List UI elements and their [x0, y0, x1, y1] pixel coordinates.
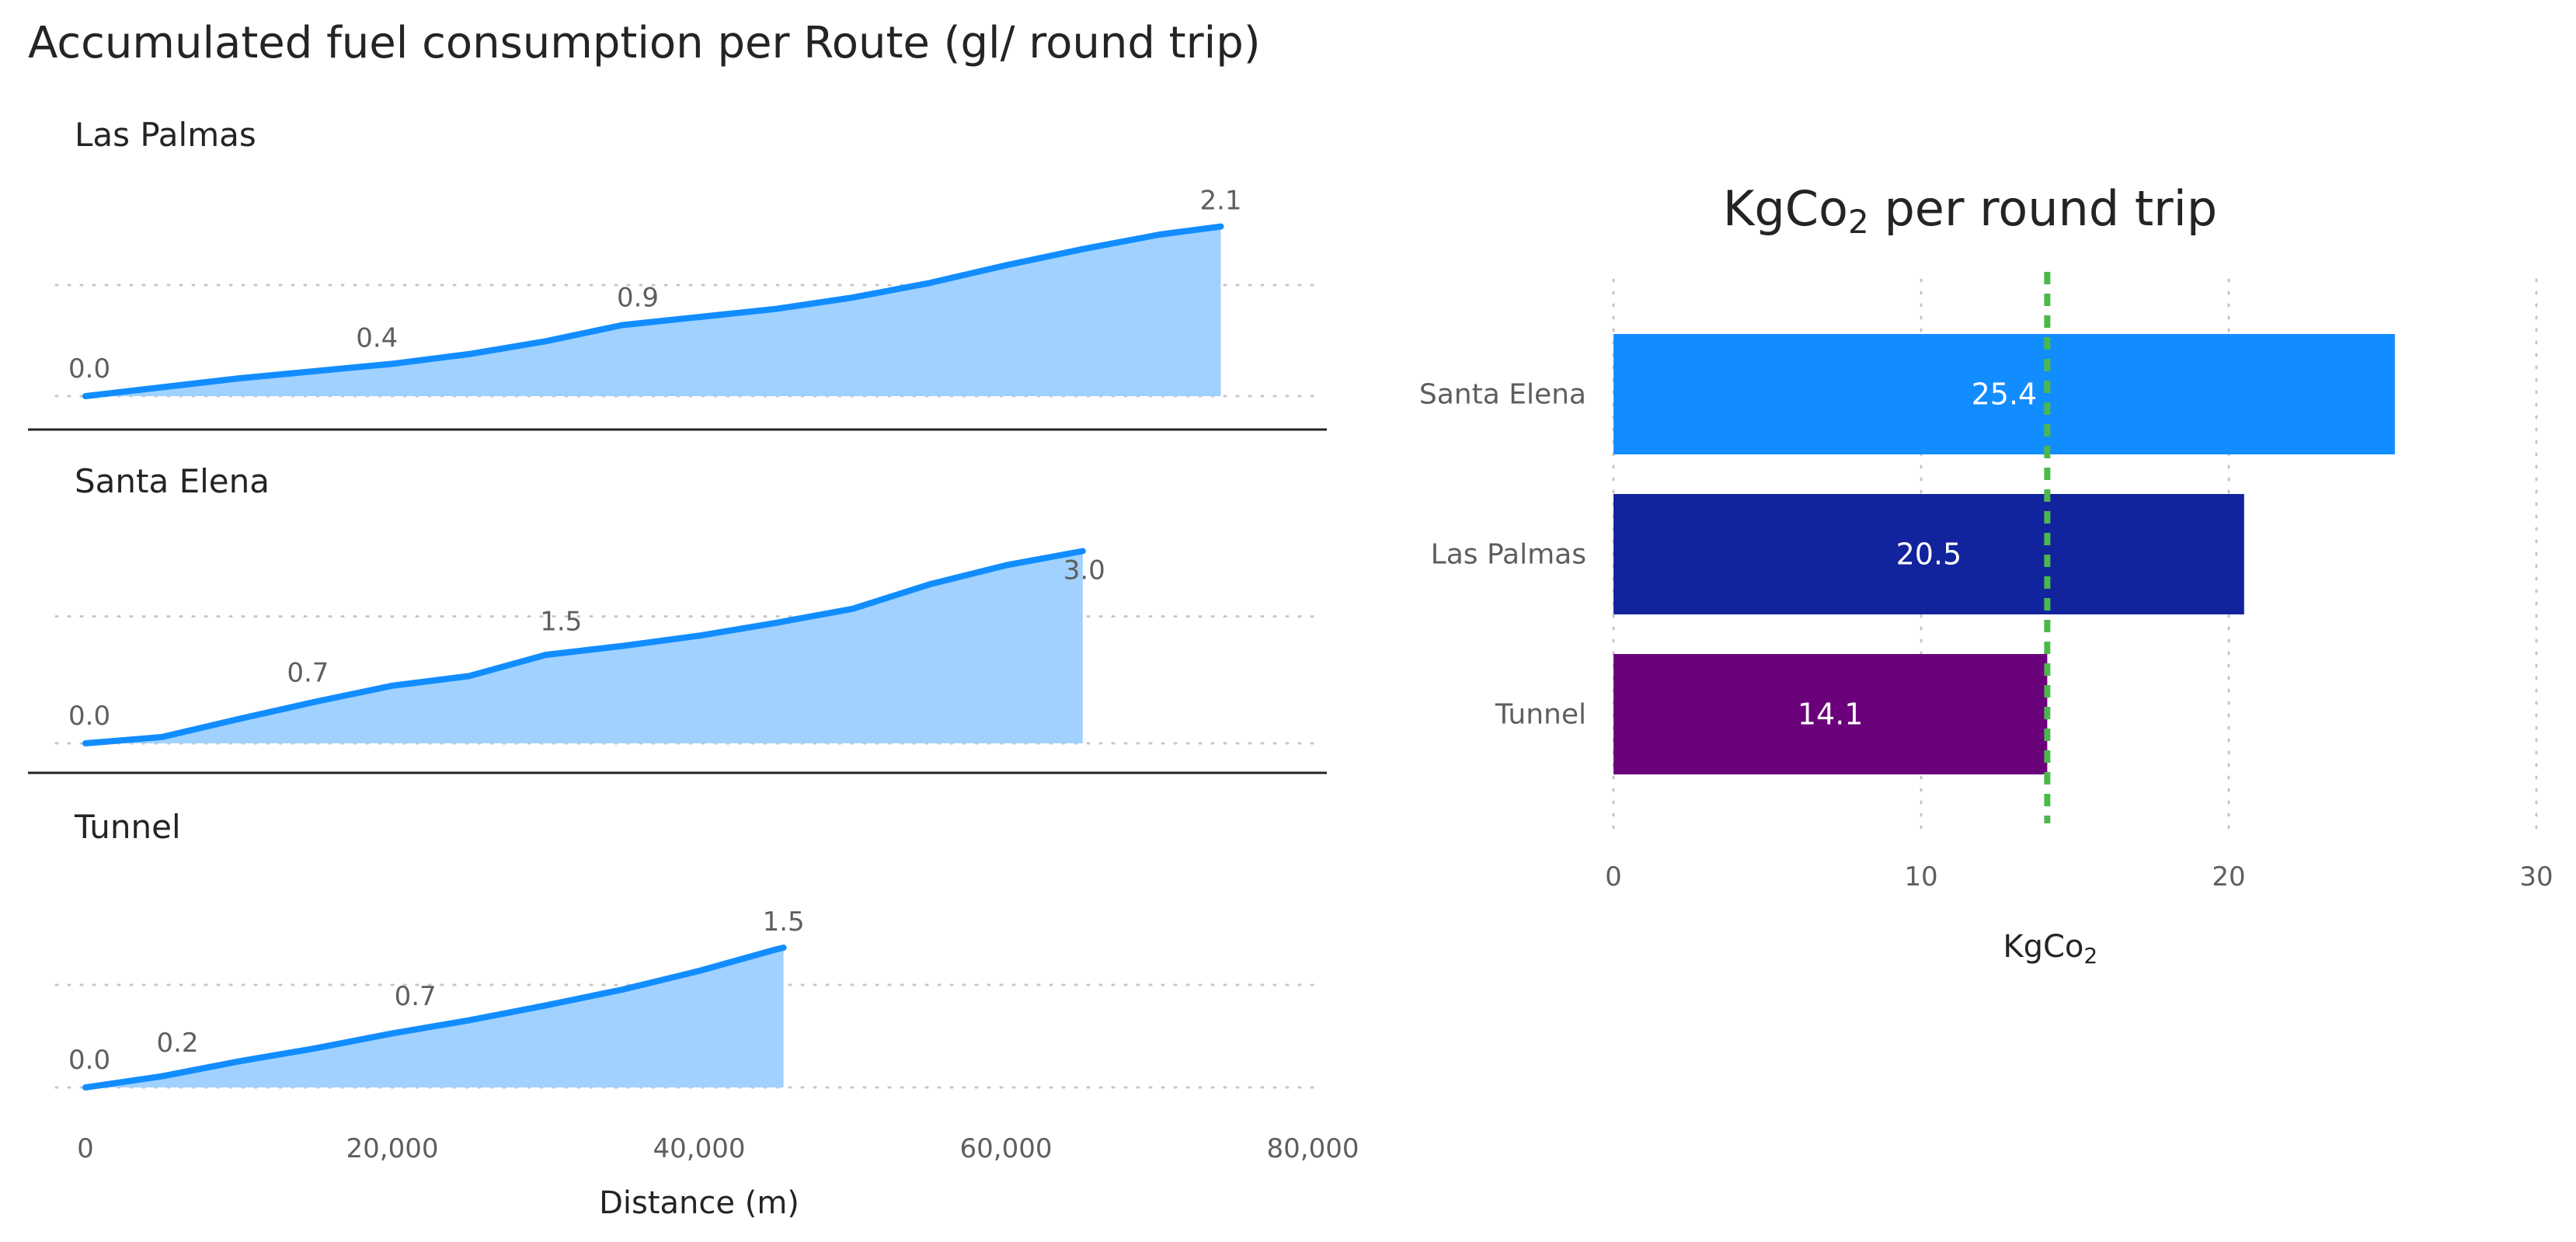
axis-title-main: KgCo: [2003, 929, 2083, 965]
bar-value-label: 20.5: [1896, 538, 1962, 572]
data-label: 0.4: [356, 322, 398, 353]
x-tick-label: 0: [1605, 861, 1622, 892]
data-label: 0.0: [68, 701, 110, 732]
data-label: 0.2: [156, 1028, 198, 1059]
bar: [1613, 654, 2048, 774]
x-tick-label: 40,000: [653, 1133, 746, 1164]
data-label: 1.5: [763, 906, 805, 938]
bar-chart-title: KgCo2 per round trip: [1723, 180, 2218, 241]
category-label: Santa Elena: [1419, 379, 1586, 411]
data-label: 0.9: [617, 282, 659, 313]
bar-title-sub: 2: [1848, 203, 1869, 241]
panel-title: Tunnel: [74, 808, 181, 846]
category-label: Las Palmas: [1431, 539, 1586, 571]
bar-value-label: 14.1: [1798, 698, 1864, 732]
x-tick-label: 60,000: [960, 1133, 1053, 1164]
category-label: Tunnel: [1495, 699, 1586, 731]
x-tick-label: 20: [2212, 861, 2245, 892]
x-axis-title: Distance (m): [599, 1185, 799, 1221]
data-label: 3.0: [1063, 555, 1105, 586]
chart-title: Accumulated fuel consumption per Route (…: [28, 18, 1261, 68]
panel-title: Las Palmas: [75, 116, 256, 154]
panel-title: Santa Elena: [75, 462, 270, 500]
x-tick-label: 30: [2519, 861, 2553, 892]
data-label: 1.5: [540, 606, 582, 637]
data-label: 0.0: [68, 353, 110, 384]
x-tick-label: 10: [1904, 861, 1937, 892]
x-tick-label: 80,000: [1267, 1133, 1359, 1164]
data-label: 0.7: [287, 657, 329, 688]
data-label: 2.1: [1199, 186, 1241, 217]
area-fill: [85, 948, 784, 1087]
data-label: 0.0: [68, 1045, 110, 1076]
axis-title-sub: 2: [2083, 943, 2097, 969]
bar-x-axis-title: KgCo2: [2003, 929, 2097, 969]
data-label: 0.7: [395, 981, 437, 1012]
bar: [1613, 334, 2395, 454]
x-tick-label: 20,000: [346, 1133, 439, 1164]
bar-value-label: 25.4: [1972, 377, 2038, 412]
x-tick-label: 0: [77, 1133, 94, 1164]
area-fill: [85, 226, 1221, 396]
series-line: [82, 548, 1086, 746]
bar-title-rest: per round trip: [1869, 180, 2218, 237]
area-fill: [85, 551, 1083, 743]
series-line: [82, 223, 1224, 399]
series-line: [82, 945, 787, 1091]
bar: [1613, 494, 2244, 614]
bar-title-main: KgCo: [1723, 180, 1848, 237]
